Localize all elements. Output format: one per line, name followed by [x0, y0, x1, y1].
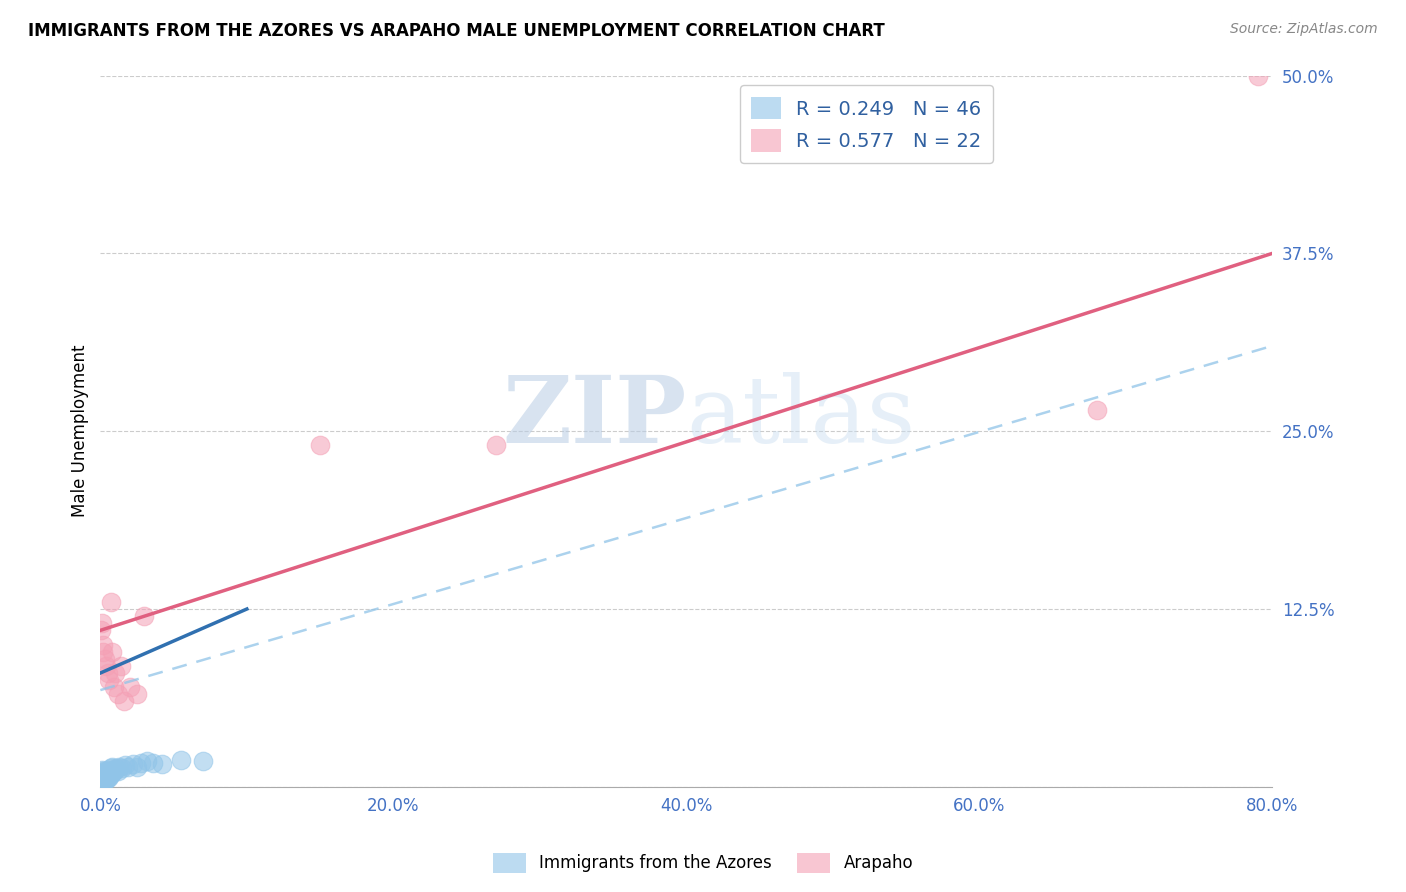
Point [97, 767, 120, 781]
Point [97, 666, 120, 681]
Point [103, 680, 125, 694]
Point [91, 768, 114, 782]
Point [104, 763, 127, 777]
Point [93, 767, 115, 781]
Point [96, 765, 118, 780]
Point [170, 753, 193, 767]
Point [94, 772, 117, 786]
Point [90, 763, 112, 777]
Point [131, 756, 153, 770]
Point [1085, 402, 1108, 417]
Point [101, 760, 124, 774]
Point [93, 652, 115, 666]
Point [93, 770, 115, 784]
Point [117, 760, 139, 774]
Point [97, 764, 120, 779]
Point [96, 770, 118, 784]
Point [90, 772, 112, 787]
Point [91, 764, 114, 779]
Legend: Immigrants from the Azores, Arapaho: Immigrants from the Azores, Arapaho [486, 847, 920, 880]
Point [136, 754, 159, 768]
Point [90, 616, 112, 631]
Point [110, 659, 132, 673]
Point [90, 765, 112, 780]
Point [93, 772, 115, 786]
Point [96, 659, 118, 673]
Point [112, 694, 135, 708]
Point [97, 768, 120, 782]
Text: Source: ZipAtlas.com: Source: ZipAtlas.com [1230, 22, 1378, 37]
Point [142, 756, 165, 770]
Text: atlas: atlas [686, 372, 915, 462]
Point [98, 673, 121, 687]
Y-axis label: Male Unemployment: Male Unemployment [72, 345, 89, 517]
Point [93, 772, 115, 787]
Point [107, 687, 129, 701]
Point [93, 765, 115, 780]
Legend: R = 0.249   N = 46, R = 0.577   N = 22: R = 0.249 N = 46, R = 0.577 N = 22 [740, 86, 993, 163]
Point [191, 754, 214, 768]
Point [309, 438, 332, 452]
Point [100, 761, 122, 775]
Point [105, 761, 128, 775]
Point [91, 645, 114, 659]
Point [91, 767, 114, 781]
Text: ZIP: ZIP [502, 372, 686, 462]
Point [150, 757, 173, 772]
Point [91, 772, 114, 786]
Point [108, 760, 131, 774]
Point [96, 770, 118, 784]
Point [101, 765, 124, 780]
Point [111, 761, 134, 775]
Text: IMMIGRANTS FROM THE AZORES VS ARAPAHO MALE UNEMPLOYMENT CORRELATION CHART: IMMIGRANTS FROM THE AZORES VS ARAPAHO MA… [28, 22, 884, 40]
Point [101, 645, 124, 659]
Point [90, 624, 112, 638]
Point [107, 764, 129, 779]
Point [97, 772, 120, 786]
Point [134, 609, 156, 624]
Point [125, 760, 148, 774]
Point [1247, 69, 1270, 83]
Point [98, 770, 121, 784]
Point [100, 767, 122, 781]
Point [121, 757, 143, 772]
Point [118, 680, 141, 694]
Point [91, 638, 114, 652]
Point [485, 438, 508, 452]
Point [98, 763, 121, 777]
Point [103, 764, 125, 779]
Point [125, 687, 148, 701]
Point [91, 770, 114, 784]
Point [93, 764, 115, 779]
Point [96, 772, 118, 787]
Point [100, 595, 122, 609]
Point [114, 758, 136, 772]
Point [104, 666, 127, 681]
Point [94, 768, 117, 782]
